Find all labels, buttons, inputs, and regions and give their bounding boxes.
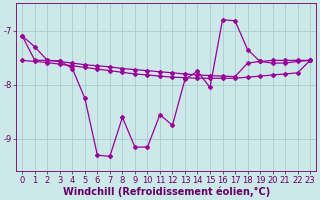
X-axis label: Windchill (Refroidissement éolien,°C): Windchill (Refroidissement éolien,°C): [63, 186, 270, 197]
